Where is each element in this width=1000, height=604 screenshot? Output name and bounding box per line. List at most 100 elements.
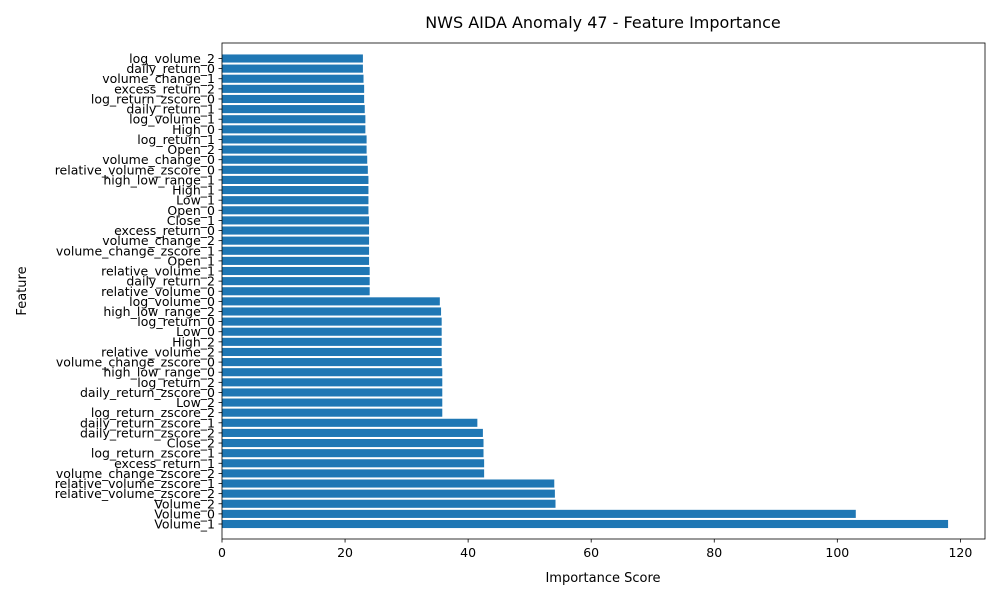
y-tick-label: High_1	[172, 183, 215, 198]
y-tick-label: Volume_0	[154, 506, 215, 521]
y-tick-label: excess_return_2	[114, 81, 215, 96]
y-tick-label: excess_return_1	[114, 456, 215, 471]
plot-frame	[221, 42, 986, 540]
y-tick-label: daily_return_1	[126, 102, 215, 117]
y-tick-label: daily_return_0	[126, 61, 215, 76]
y-tick-label: daily_return_zscore_0	[80, 385, 215, 400]
y-tick-label: relative_volume_0	[101, 284, 215, 299]
x-tick-label: 100	[825, 545, 849, 560]
bar-Close_1	[222, 216, 370, 225]
y-tick-label: High_2	[172, 334, 215, 349]
bar-daily_return_2	[222, 277, 370, 286]
x-tick-label: 20	[337, 545, 353, 560]
x-tick-label: 40	[460, 545, 476, 560]
y-tick-label: volume_change_zscore_2	[56, 466, 215, 481]
bar-volume_change_zscore_0	[222, 358, 442, 367]
bar-relative_volume_zscore_0	[222, 165, 368, 174]
y-tick-label: log_return_1	[137, 132, 215, 147]
y-tick-label: relative_volume_zscore_2	[55, 486, 215, 501]
bar-log_return_zscore_1	[222, 449, 484, 458]
bar-Low_1	[222, 196, 369, 205]
x-axis-label: Importance Score	[545, 571, 660, 586]
bar-daily_return_zscore_2	[222, 428, 483, 437]
bar-log_return_zscore_0	[222, 94, 365, 104]
y-tick-label: High_0	[172, 122, 215, 137]
y-tick-label: Close_2	[167, 436, 215, 451]
bar-volume_change_1	[222, 74, 364, 83]
bar-log_volume_0	[222, 297, 440, 306]
y-tick-label: Open_2	[167, 142, 215, 157]
bar-high_low_range_2	[222, 307, 442, 316]
bar-Volume_2	[222, 499, 556, 508]
x-tick-label: 80	[706, 545, 722, 560]
bar-relative_volume_2	[222, 347, 442, 357]
bar-log_volume_2	[222, 54, 363, 63]
bar-Volume_0	[222, 509, 856, 518]
bar-excess_return_2	[222, 84, 365, 93]
y-tick-label: daily_return_zscore_1	[80, 415, 215, 430]
x-tick-label: 0	[218, 545, 226, 560]
bar-daily_return_zscore_0	[222, 388, 443, 397]
y-tick-label: relative_volume_zscore_1	[55, 476, 215, 491]
bar-excess_return_0	[222, 226, 370, 235]
bar-Open_0	[222, 206, 369, 215]
y-tick-label: high_low_range_0	[103, 365, 215, 380]
bar-high_low_range_1	[222, 175, 369, 184]
bar-volume_change_zscore_1	[222, 246, 370, 255]
bar-Volume_1	[222, 519, 949, 529]
y-tick-label: log_volume_0	[129, 294, 215, 309]
bar-volume_change_0	[222, 155, 368, 164]
y-tick-label: Close_1	[167, 213, 215, 228]
y-tick-label: log_return_0	[137, 314, 215, 329]
y-tick-label: relative_volume_zscore_0	[55, 162, 215, 177]
x-tick-label: 60	[583, 545, 599, 560]
y-tick-label: Low_1	[176, 193, 215, 208]
bar-relative_volume_0	[222, 287, 370, 296]
y-tick-label: log_volume_1	[129, 112, 215, 127]
y-tick-labels: Volume_1Volume_0Volume_2relative_volume_…	[55, 51, 222, 532]
y-tick-label: log_return_2	[137, 375, 215, 390]
y-tick-label: Open_0	[167, 203, 215, 218]
y-tick-label: Low_2	[176, 395, 215, 410]
bar-log_return_2	[222, 378, 443, 387]
y-tick-label: log_volume_2	[129, 51, 215, 66]
bar-volume_change_zscore_2	[222, 469, 485, 478]
bar-Close_2	[222, 438, 484, 448]
y-tick-label: daily_return_zscore_2	[80, 425, 215, 440]
y-tick-label: Volume_1	[154, 517, 215, 532]
y-tick-label: log_return_zscore_1	[91, 446, 215, 461]
bar-Low_2	[222, 398, 443, 407]
y-tick-label: volume_change_2	[102, 233, 215, 248]
y-tick-label: volume_change_1	[102, 71, 215, 86]
bar-log_return_1	[222, 135, 367, 144]
bar-Open_2	[222, 145, 367, 154]
bar-relative_volume_1	[222, 266, 370, 276]
y-tick-label: Open_1	[167, 253, 215, 268]
y-tick-label: log_return_zscore_0	[91, 91, 215, 106]
x-tick-label: 120	[948, 545, 972, 560]
y-tick-label: log_return_zscore_2	[91, 405, 215, 420]
bars-group	[222, 54, 949, 529]
x-tick-labels: 0 20 40 60 80 100 120	[218, 539, 972, 560]
y-tick-label: excess_return_0	[114, 223, 215, 238]
bar-High_0	[222, 125, 366, 134]
bar-daily_return_zscore_1	[222, 418, 478, 427]
bar-high_low_range_0	[222, 368, 443, 377]
y-tick-label: volume_change_0	[102, 152, 215, 167]
chart-title: NWS AIDA Anomaly 47 - Feature Importance	[425, 13, 781, 32]
bar-log_volume_1	[222, 115, 366, 124]
y-tick-label: volume_change_zscore_1	[56, 243, 215, 258]
bar-Open_1	[222, 256, 370, 265]
bar-High_1	[222, 186, 369, 195]
bar-log_return_0	[222, 317, 442, 326]
y-tick-label: Low_0	[176, 324, 215, 339]
bar-daily_return_1	[222, 105, 365, 114]
y-tick-label: high_low_range_2	[103, 304, 215, 319]
bar-High_2	[222, 337, 442, 346]
y-tick-label: Volume_2	[154, 496, 215, 511]
bar-volume_change_2	[222, 236, 370, 245]
bar-log_return_zscore_2	[222, 408, 443, 417]
bar-excess_return_1	[222, 459, 485, 468]
y-tick-label: daily_return_2	[126, 274, 215, 289]
